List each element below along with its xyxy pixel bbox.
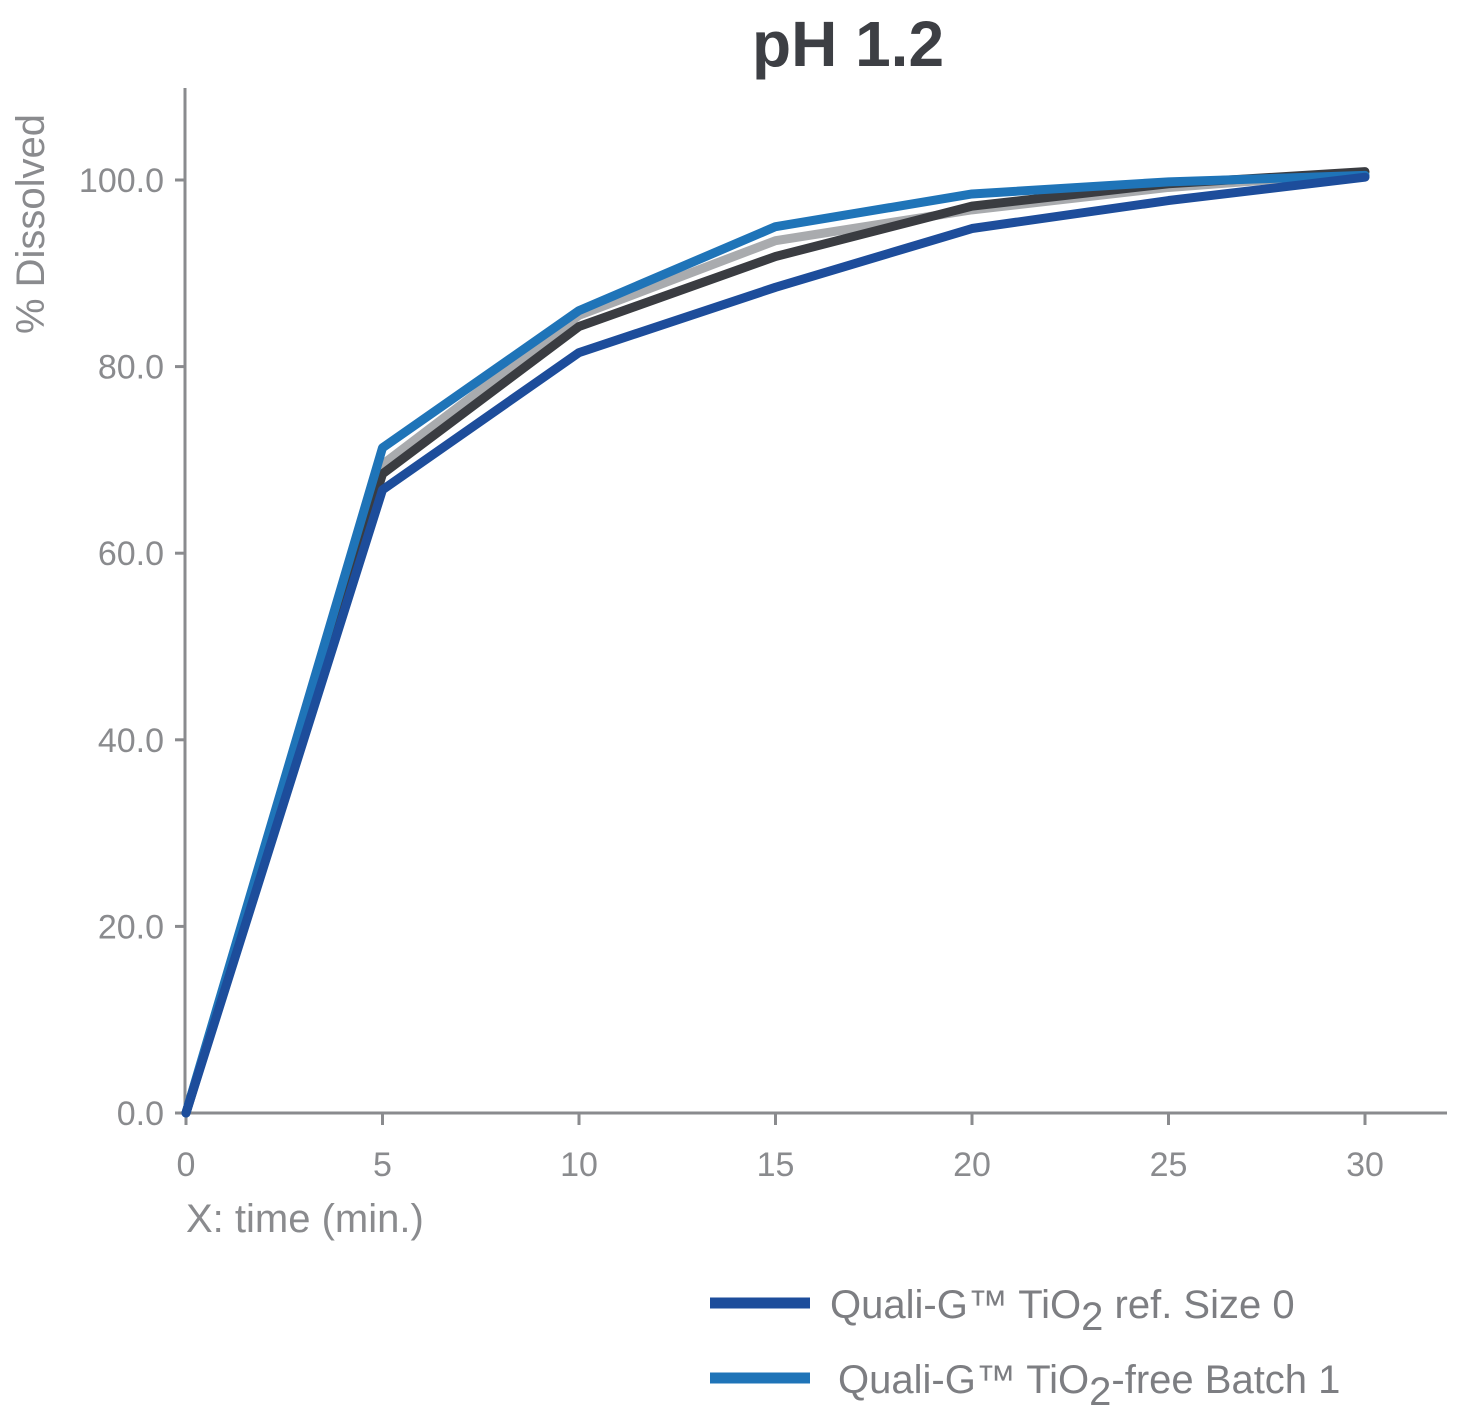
series-line-4 [181, 172, 1370, 1118]
y-axis-label: % Dissolved [9, 114, 53, 334]
legend-label: Quali-G™ TiO2 ref. Size 0 [830, 1283, 1295, 1339]
chart-title: pH 1.2 [752, 8, 944, 80]
y-tick-label: 60.0 [98, 535, 164, 573]
legend-label: Quali-G™ TiO2-free Batch 1 [838, 1358, 1340, 1414]
series-line-1 [181, 168, 1370, 1118]
y-tick-label: 40.0 [98, 722, 164, 760]
series-line-2 [181, 167, 1370, 1118]
x-tick-label: 20 [953, 1146, 991, 1184]
series-lines [181, 167, 1370, 1118]
x-tick-label: 15 [757, 1146, 795, 1184]
x-tick-label: 0 [177, 1146, 196, 1184]
y-tick-label: 100.0 [79, 162, 164, 200]
y-tick-label: 80.0 [98, 349, 164, 387]
series-line-3 [181, 170, 1370, 1118]
x-tick-label: 5 [373, 1146, 392, 1184]
y-tick-label: 0.0 [117, 1095, 164, 1133]
x-axis-label: X: time (min.) [186, 1197, 424, 1241]
x-axis: 0 5 10 15 20 25 30 [177, 1111, 1447, 1184]
legend: Quali-G™ TiO2 ref. Size 0 Quali-G™ TiO2-f… [710, 1283, 1340, 1414]
y-tick-label: 20.0 [98, 908, 164, 946]
y-axis: 0.0 20.0 40.0 60.0 80.0 100.0 [79, 88, 187, 1133]
x-tick-label: 30 [1346, 1146, 1384, 1184]
x-tick-label: 25 [1150, 1146, 1188, 1184]
x-tick-label: 10 [560, 1146, 598, 1184]
